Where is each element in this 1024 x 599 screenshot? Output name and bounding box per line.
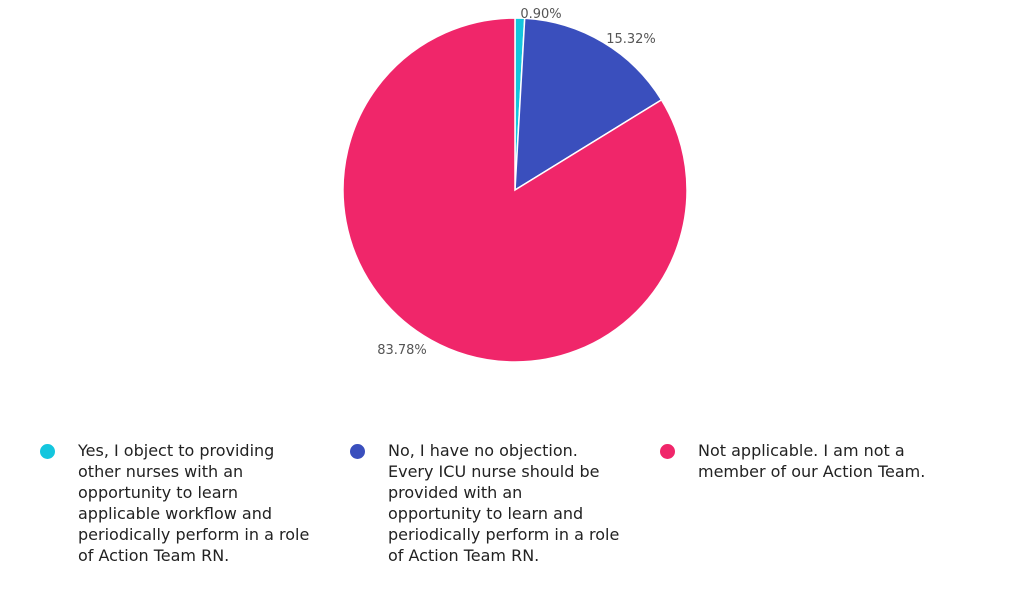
legend-swatch-no-objection: [350, 444, 365, 459]
pie-slice-not-applicable[interactable]: [342, 17, 688, 363]
pie-plot-area: 0.90% 15.32% 83.78%: [342, 7, 688, 363]
slice-value-label-not-applicable: 83.78%: [377, 343, 427, 358]
legend-swatch-not-applicable: [660, 444, 675, 459]
legend-label-not-applicable: Not applicable. I am not a member of our…: [698, 441, 926, 481]
legend-label-yes-object: Yes, I object to providing other nurses …: [78, 441, 310, 565]
legend-swatch-yes-object: [40, 444, 55, 459]
legend-label-no-objection: No, I have no objection. Every ICU nurse…: [388, 441, 620, 565]
slice-value-label-yes-object: 0.90%: [520, 7, 561, 22]
pie-slice-no-objection[interactable]: [514, 17, 663, 192]
slice-value-label-no-objection: 15.32%: [606, 32, 656, 47]
chart-legend: Yes, I object to providing other nurses …: [0, 440, 1024, 590]
